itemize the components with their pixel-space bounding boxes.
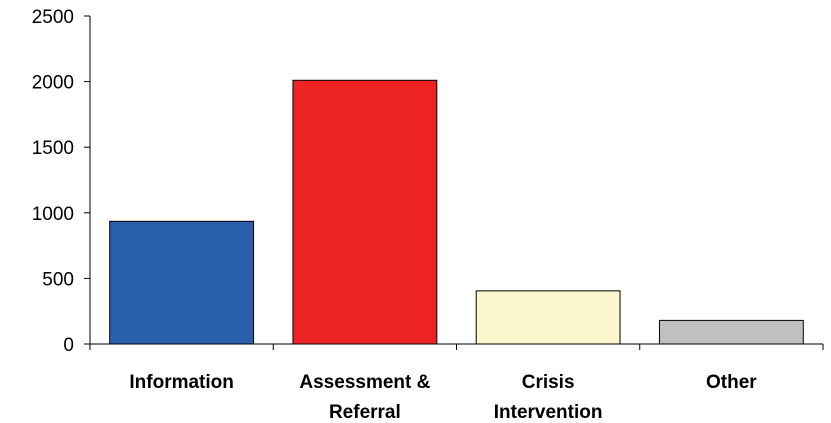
y-tick-label: 2000 bbox=[32, 73, 74, 94]
x-category-label-line: Intervention bbox=[494, 402, 603, 423]
category-labels: Information Assessment & Referral Crisis Int… bbox=[129, 372, 757, 423]
bar-1 bbox=[292, 79, 438, 345]
y-tick-label: 1500 bbox=[32, 138, 74, 159]
x-category-label: Crisis Intervention bbox=[494, 372, 603, 423]
bar-3 bbox=[658, 319, 804, 345]
x-category-label-line: Referral bbox=[329, 402, 401, 423]
x-category-label: Other bbox=[706, 372, 757, 393]
y-tick-label: 0 bbox=[63, 335, 74, 356]
x-category-label-line: Information bbox=[129, 372, 234, 393]
bar-2 bbox=[475, 290, 621, 345]
y-tick-label: 500 bbox=[42, 269, 74, 290]
bars bbox=[109, 79, 804, 345]
x-category-label-line: Assessment & bbox=[299, 372, 430, 393]
x-category-label-line: Crisis bbox=[522, 372, 575, 393]
x-axis bbox=[89, 343, 824, 350]
x-category-label: Assessment & Referral bbox=[299, 372, 430, 423]
y-tick-label: 2500 bbox=[32, 7, 74, 28]
x-category-label-line: Other bbox=[706, 372, 757, 393]
x-category-label: Information bbox=[129, 372, 234, 393]
bar-0 bbox=[109, 220, 255, 345]
y-tick-label: 1000 bbox=[32, 204, 74, 225]
y-axis: 0 500 1000 1500 2000 2500 bbox=[32, 7, 91, 356]
